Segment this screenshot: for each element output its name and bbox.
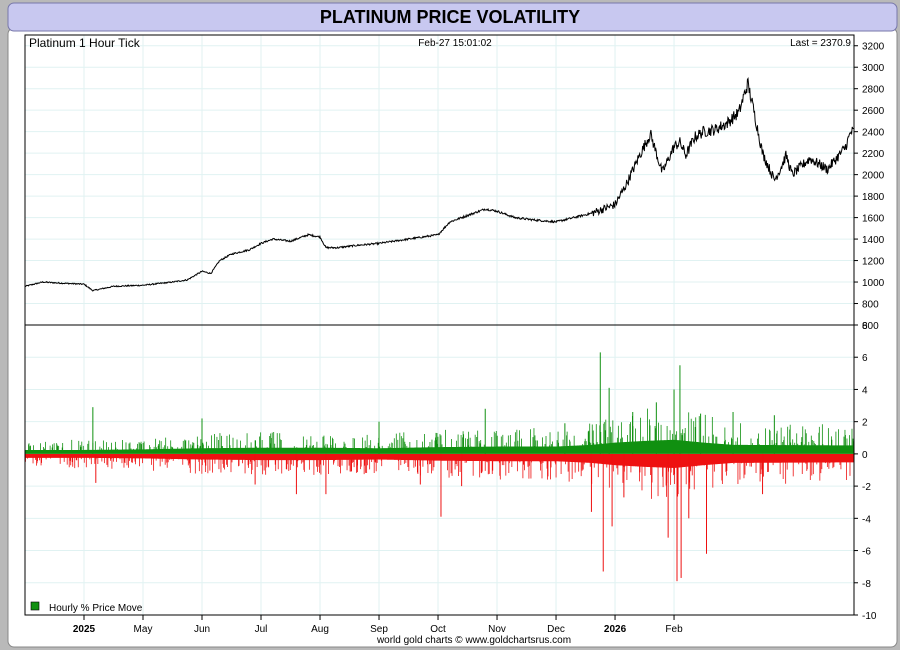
price-tick-label: 1000 bbox=[862, 278, 885, 289]
volatility-tick-label: 0 bbox=[862, 450, 868, 461]
x-tick-label: Jul bbox=[255, 624, 268, 635]
price-panel bbox=[24, 76, 855, 292]
price-tick-label: 800 bbox=[862, 300, 879, 311]
footer-credit: world gold charts © www.goldchartsrus.co… bbox=[376, 635, 571, 646]
volatility-plot-border bbox=[24, 324, 855, 616]
volatility-tick-label: 4 bbox=[862, 385, 868, 396]
volatility-tick-label: -6 bbox=[862, 547, 871, 558]
volatility-tick-label: -2 bbox=[862, 482, 871, 493]
x-tick-label: Oct bbox=[430, 624, 446, 635]
volatility-tick-label: 8 bbox=[862, 321, 868, 332]
volatility-tick-label: 6 bbox=[862, 353, 868, 364]
price-tick-label: 1200 bbox=[862, 257, 885, 268]
positive-move-bars bbox=[24, 408, 854, 454]
price-tick-label: 2600 bbox=[862, 106, 885, 117]
price-series-label: Platinum 1 Hour Tick bbox=[29, 36, 141, 50]
price-tick-label: 1800 bbox=[862, 192, 885, 203]
price-tick-label: 3000 bbox=[862, 63, 885, 74]
legend-label: Hourly % Price Move bbox=[49, 603, 143, 614]
x-tick-label: Nov bbox=[488, 624, 506, 635]
volatility-tick-label: -8 bbox=[862, 579, 871, 590]
chart-title: PLATINUM PRICE VOLATILITY bbox=[320, 7, 580, 27]
volatility-tick-label: -4 bbox=[862, 514, 871, 525]
chart-panel bbox=[7, 27, 898, 648]
timestamp-label: Feb-27 15:01:02 bbox=[418, 38, 492, 49]
price-line bbox=[24, 76, 855, 292]
price-tick-label: 2400 bbox=[862, 128, 885, 139]
x-tick-label: Sep bbox=[370, 624, 388, 635]
x-tick-label: Jun bbox=[194, 624, 210, 635]
legend-swatch bbox=[30, 601, 40, 611]
price-tick-label: 1600 bbox=[862, 214, 885, 225]
x-tick-label: 2025 bbox=[73, 624, 96, 635]
price-tick-label: 600 bbox=[862, 321, 879, 332]
price-tick-label: 2000 bbox=[862, 171, 885, 182]
volatility-tick-label: 2 bbox=[862, 418, 868, 429]
x-tick-label: Dec bbox=[547, 624, 565, 635]
x-tick-label: May bbox=[134, 624, 153, 635]
axis-layer: 2025 May Jun Jul Aug Sep Oct Nov Dec 2026 Feb60080… bbox=[73, 42, 885, 635]
price-tick-label: 3200 bbox=[862, 42, 885, 53]
price-tick-label: 1400 bbox=[862, 235, 885, 246]
volatility-panel bbox=[24, 352, 854, 582]
last-price-label: Last = 2370.9 bbox=[790, 38, 851, 49]
volatility-tick-label: -10 bbox=[862, 611, 877, 622]
price-tick-label: 2800 bbox=[862, 85, 885, 96]
price-tick-label: 2200 bbox=[862, 149, 885, 160]
title-bar bbox=[7, 2, 898, 32]
x-tick-label: Feb bbox=[665, 624, 683, 635]
x-tick-label: 2026 bbox=[604, 624, 627, 635]
x-tick-label: Aug bbox=[311, 624, 329, 635]
